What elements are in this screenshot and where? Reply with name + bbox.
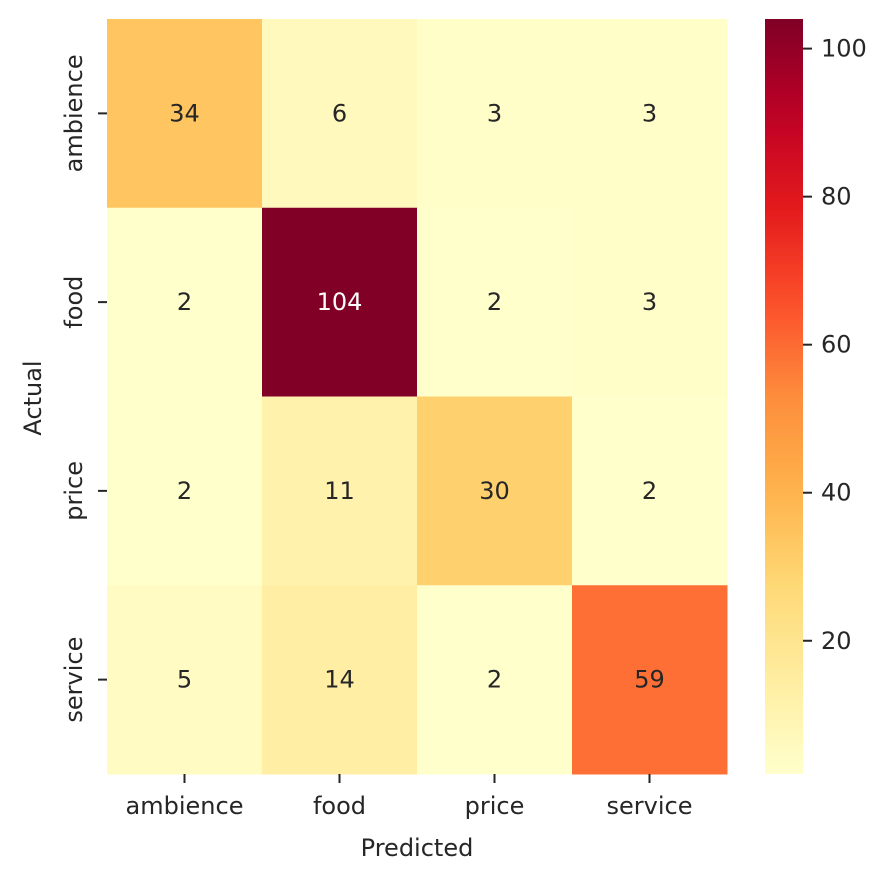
colorbar-tick-label: 100 [821,35,867,63]
y-tick-label: price [60,461,88,521]
heatmap-cells [107,19,728,775]
heatmap-cell-food-food [262,207,418,397]
cell-value-label: 34 [169,99,200,127]
cell-value-label: 11 [324,477,355,505]
cell-value-label: 6 [332,99,347,127]
y-axis-title: Actual [19,360,47,435]
cell-value-label: 104 [317,288,363,316]
heatmap-cell-food-service [572,207,728,397]
cell-value-label: 3 [642,288,657,316]
cell-value-label: 2 [642,477,657,505]
colorbar-tick-label: 60 [821,331,852,359]
cell-value-label: 2 [177,288,192,316]
heatmap-cell-ambience-ambience [107,19,263,209]
heatmap-cell-price-price [417,396,573,586]
cell-value-label: 3 [642,99,657,127]
y-tick-label: ambience [60,54,88,172]
y-axis: ambience food price service [60,54,107,723]
cell-value-label: 30 [479,477,510,505]
heatmap-cell-food-ambience [107,207,263,397]
heatmap-cell-ambience-food [262,19,418,209]
cell-value-label: 2 [487,666,502,694]
heatmap-cell-food-price [417,207,573,397]
heatmap-cell-price-service [572,396,728,586]
x-tick-label: service [607,792,693,820]
cell-value-label: 2 [177,477,192,505]
heatmap-cell-service-price [417,585,573,775]
colorbar-tick-label: 80 [821,183,852,211]
x-tick-label: price [465,792,525,820]
x-axis-title: Predicted [361,834,474,862]
y-tick-label: service [60,637,88,723]
colorbar-tick-label: 20 [821,627,852,655]
cell-value-label: 5 [177,666,192,694]
heatmap-cell-service-service [572,585,728,775]
y-tick-label: food [60,276,88,329]
colorbar-ticks: 20 40 60 80 100 [803,35,867,655]
cell-value-label: 2 [487,288,502,316]
x-tick-label: ambience [126,792,244,820]
colorbar: 20 40 60 80 100 [765,19,867,774]
cell-value-label: 3 [487,99,502,127]
colorbar-rect [765,19,803,774]
heatmap-cell-price-food [262,396,418,586]
heatmap-cell-ambience-service [572,19,728,209]
cell-value-label: 59 [634,666,665,694]
x-tick-label: food [313,792,366,820]
heatmap-cell-service-food [262,585,418,775]
heatmap-cell-price-ambience [107,396,263,586]
heatmap-cell-ambience-price [417,19,573,209]
x-axis: ambience food price service [126,774,693,820]
heatmap-cell-service-ambience [107,585,263,775]
colorbar-tick-label: 40 [821,479,852,507]
cell-value-label: 14 [324,666,355,694]
cell-labels: 34 6 3 3 2 104 2 3 2 11 30 2 5 14 2 59 [169,99,665,693]
